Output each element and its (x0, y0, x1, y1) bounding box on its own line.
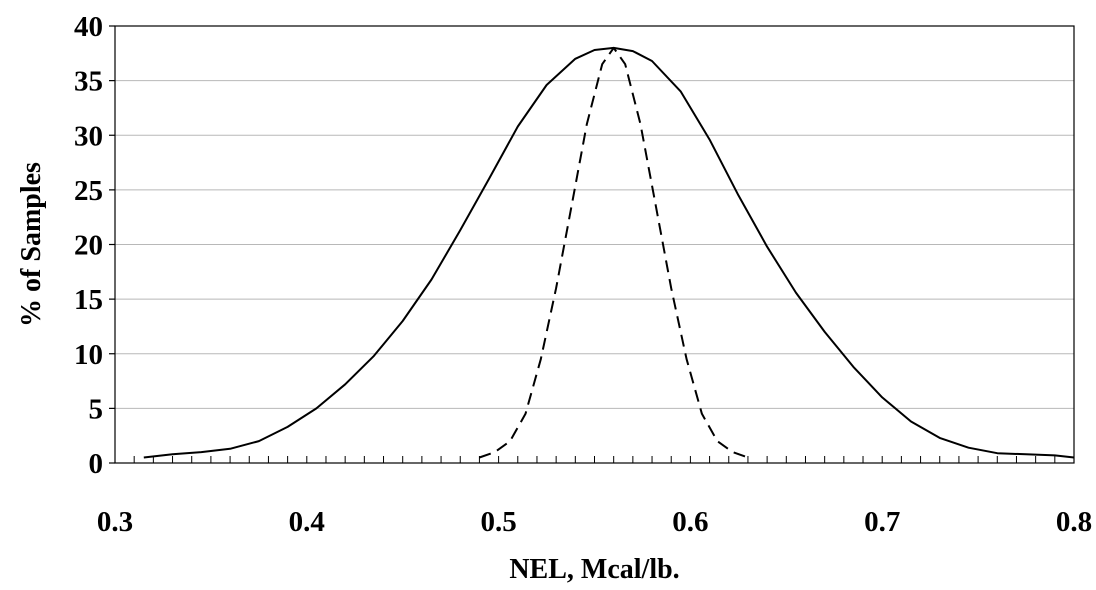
y-tick-label-30: 30 (74, 120, 103, 152)
y-tick-label-10: 10 (74, 339, 103, 371)
x-tick-label-0.4: 0.4 (289, 506, 325, 538)
y-axis-title: % of Samples (16, 162, 47, 327)
x-tick-labels: 0.3 0.4 0.5 0.6 0.7 0.8 (97, 506, 1092, 538)
x-tick-label-0.6: 0.6 (672, 506, 708, 538)
series-line-1-solid (143, 46, 1075, 459)
series-layer (143, 46, 1075, 459)
x-tick-label-0.7: 0.7 (864, 506, 900, 538)
x-tick-label-0.3: 0.3 (97, 506, 133, 538)
x-minor-ticks (114, 456, 1075, 463)
y-tick-label-20: 20 (74, 230, 103, 262)
y-tick-label-15: 15 (74, 284, 103, 316)
gridlines (115, 25, 1074, 409)
y-tick-label-40: 40 (74, 11, 103, 43)
y-tick-labels: 0 5 10 15 20 25 30 35 40 (74, 11, 115, 480)
y-tick-label-0: 0 (89, 448, 104, 480)
series-line-2-dashed (479, 46, 749, 459)
x-axis-title: NEL, Mcal/lb. (509, 554, 679, 585)
y-tick-label-5: 5 (89, 393, 104, 425)
y-tick-label-25: 25 (74, 175, 103, 207)
x-tick-label-0.8: 0.8 (1056, 506, 1092, 538)
x-tick-label-0.5: 0.5 (480, 506, 516, 538)
y-tick-label-35: 35 (74, 66, 103, 98)
